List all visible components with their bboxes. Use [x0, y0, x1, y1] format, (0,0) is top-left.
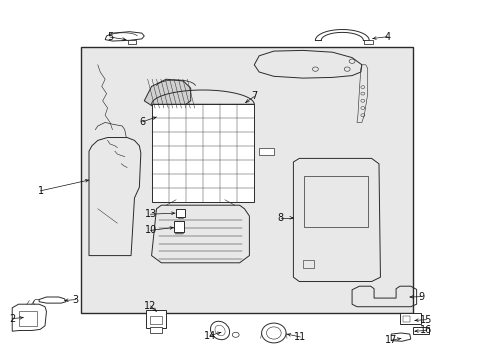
Ellipse shape: [261, 323, 285, 343]
Bar: [173, 221, 184, 232]
Text: 6: 6: [140, 117, 145, 127]
Text: 14: 14: [203, 330, 216, 341]
Ellipse shape: [210, 321, 229, 340]
Bar: [151, 104, 254, 202]
Text: 17: 17: [384, 335, 397, 345]
Bar: [176, 209, 184, 217]
Text: 3: 3: [73, 294, 79, 305]
Bar: [399, 313, 420, 324]
Text: 9: 9: [418, 292, 424, 302]
Bar: [402, 316, 409, 322]
Text: 7: 7: [251, 91, 257, 102]
Text: 8: 8: [277, 213, 283, 223]
Text: 4: 4: [384, 32, 389, 42]
Bar: [128, 40, 136, 44]
Text: 5: 5: [107, 32, 113, 42]
Text: 13: 13: [144, 209, 157, 219]
Bar: [304, 176, 367, 227]
Bar: [81, 47, 412, 313]
Text: 16: 16: [419, 325, 432, 336]
Bar: [149, 327, 162, 333]
Text: 10: 10: [144, 225, 157, 235]
Bar: [303, 260, 313, 268]
Text: 2: 2: [9, 314, 15, 324]
Polygon shape: [144, 79, 190, 109]
Bar: [145, 310, 166, 328]
Text: 15: 15: [419, 315, 432, 325]
Bar: [19, 311, 37, 326]
Bar: [412, 327, 428, 334]
Text: 1: 1: [38, 186, 43, 196]
Bar: [259, 148, 273, 155]
Text: 12: 12: [144, 301, 157, 311]
Text: 11: 11: [293, 332, 306, 342]
Bar: [149, 316, 162, 324]
Bar: [364, 40, 372, 44]
